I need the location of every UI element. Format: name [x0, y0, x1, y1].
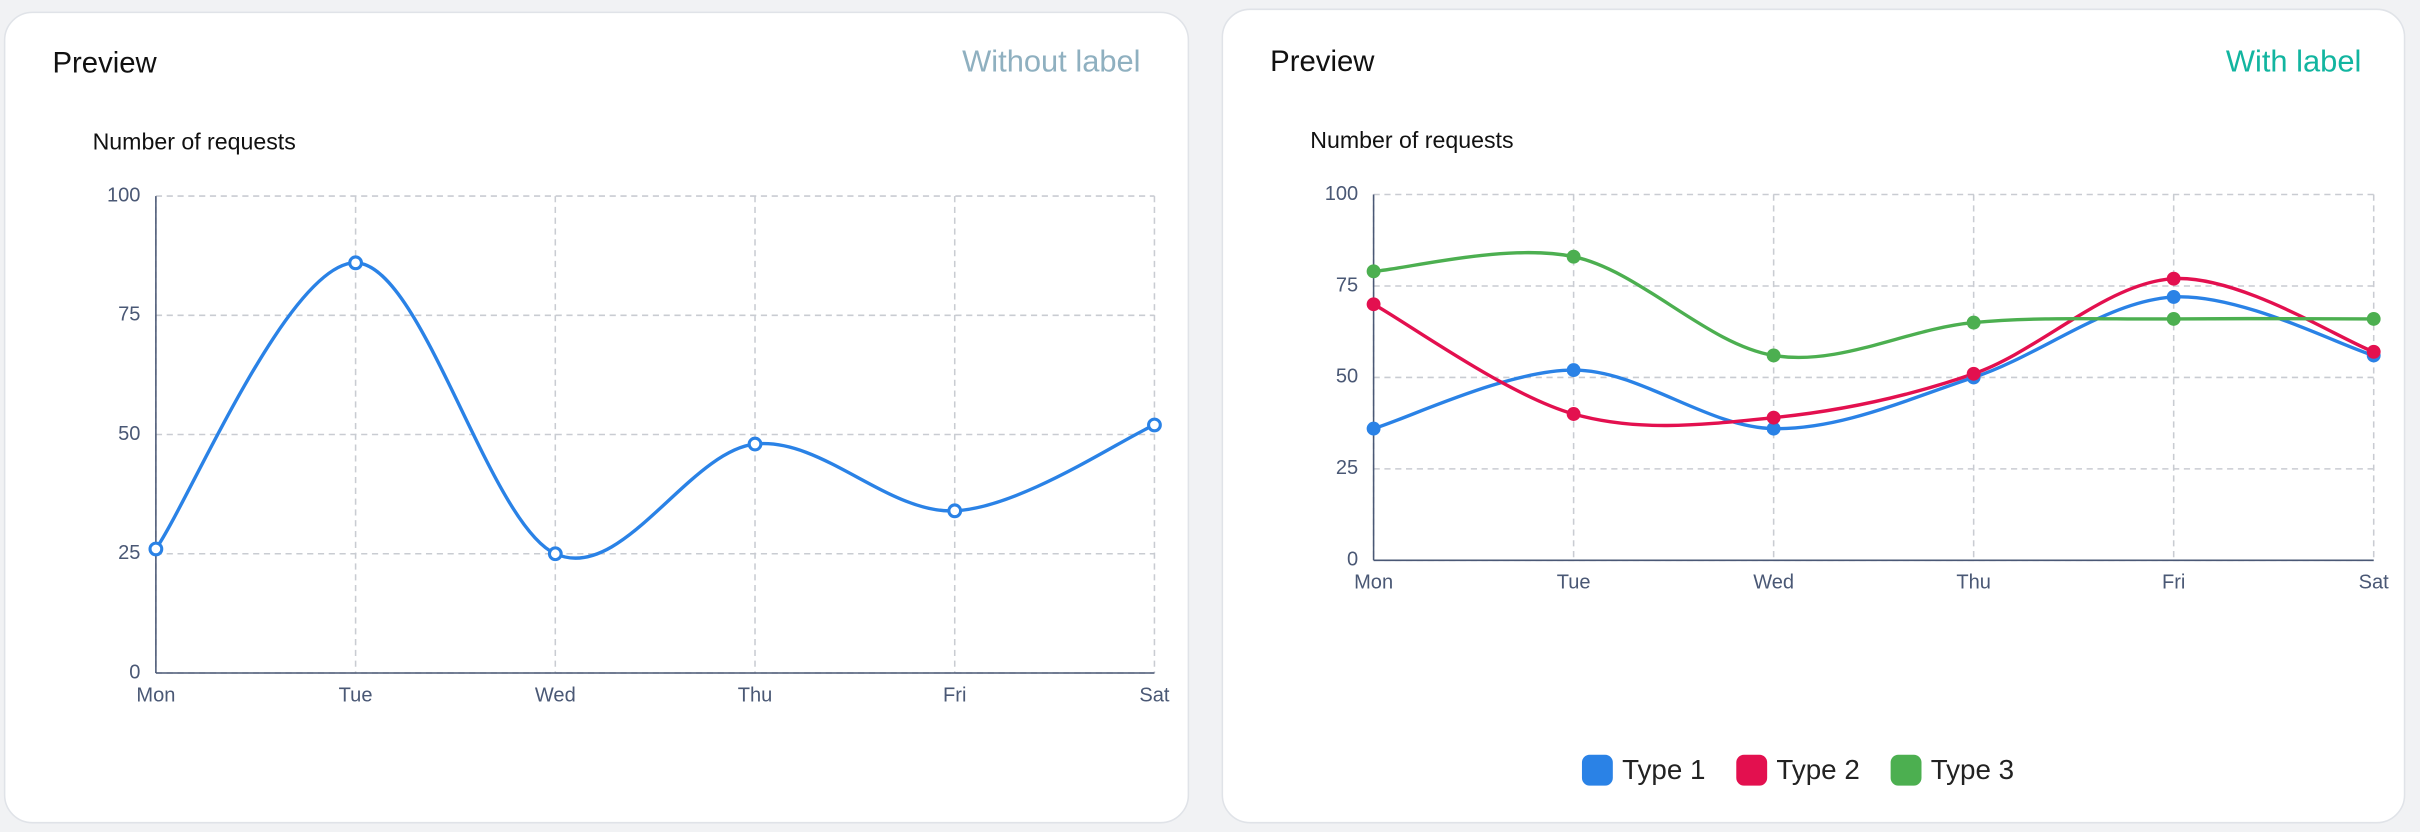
y-tick-label: 100 — [107, 184, 140, 206]
y-tick-label: 25 — [118, 542, 140, 564]
y-tick-label: 25 — [1336, 457, 1358, 479]
y-tick-label: 0 — [129, 661, 140, 683]
x-tick-label: Tue — [339, 684, 373, 706]
legend-swatch — [1581, 754, 1613, 786]
legend-swatch — [1736, 754, 1768, 786]
y-tick-label: 75 — [118, 304, 140, 326]
point — [2166, 289, 2181, 304]
x-tick-label: Sat — [1139, 684, 1170, 706]
chart-title: Number of requests — [93, 129, 296, 155]
point — [547, 546, 563, 562]
x-tick-label: Mon — [136, 684, 175, 706]
point — [2366, 344, 2381, 359]
point — [947, 503, 963, 519]
point — [348, 255, 363, 271]
x-tick-label: Sat — [2359, 572, 2390, 594]
point — [2166, 271, 2181, 286]
card-header: Preview — [1270, 45, 1375, 78]
card-header: Preview — [52, 47, 157, 80]
point — [1566, 363, 1581, 378]
point — [1366, 297, 1381, 312]
point — [1766, 410, 1781, 425]
line — [1372, 276, 2375, 428]
legend-swatch — [1890, 754, 1922, 786]
legend-label: Type 3 — [1931, 754, 2014, 785]
x-tick-label: Tue — [1557, 572, 1591, 594]
x-tick-label: Thu — [738, 684, 773, 706]
card — [3, 11, 1190, 824]
point — [2166, 311, 2181, 326]
card — [1221, 8, 2406, 824]
x-tick-label: Thu — [1956, 572, 1991, 594]
point — [1147, 417, 1162, 433]
y-tick-label: 0 — [1347, 549, 1358, 571]
point — [1366, 421, 1381, 436]
point — [1966, 315, 1981, 330]
legend-label: Type 1 — [1622, 754, 1705, 785]
point — [1966, 366, 1981, 381]
point — [1366, 264, 1381, 279]
point — [747, 436, 763, 452]
y-tick-label: 100 — [1325, 183, 1358, 205]
y-tick-label: 50 — [1336, 366, 1358, 388]
point — [1566, 249, 1581, 264]
line — [1373, 250, 2374, 360]
y-tick-label: 50 — [118, 423, 140, 445]
y-tick-label: 75 — [1336, 274, 1358, 296]
x-tick-label: Fri — [2162, 572, 2185, 594]
point — [2366, 311, 2381, 326]
point — [148, 541, 164, 557]
x-tick-label: Fri — [943, 684, 966, 706]
x-tick-label: Wed — [535, 684, 576, 706]
legend-label: Type 2 — [1776, 754, 1859, 785]
line — [1373, 295, 2375, 431]
badge: With label — [2226, 43, 2362, 78]
point — [1566, 407, 1581, 421]
x-tick-label: Mon — [1354, 572, 1393, 594]
x-tick-label: Wed — [1753, 572, 1794, 594]
point — [1766, 348, 1781, 363]
point — [1766, 421, 1781, 436]
chart-title: Number of requests — [1310, 127, 1513, 153]
badge: Without label — [962, 43, 1140, 78]
charts: Number of requests 0 25 50 75 100 Mon Tue Wed Thu… — [93, 127, 2390, 786]
